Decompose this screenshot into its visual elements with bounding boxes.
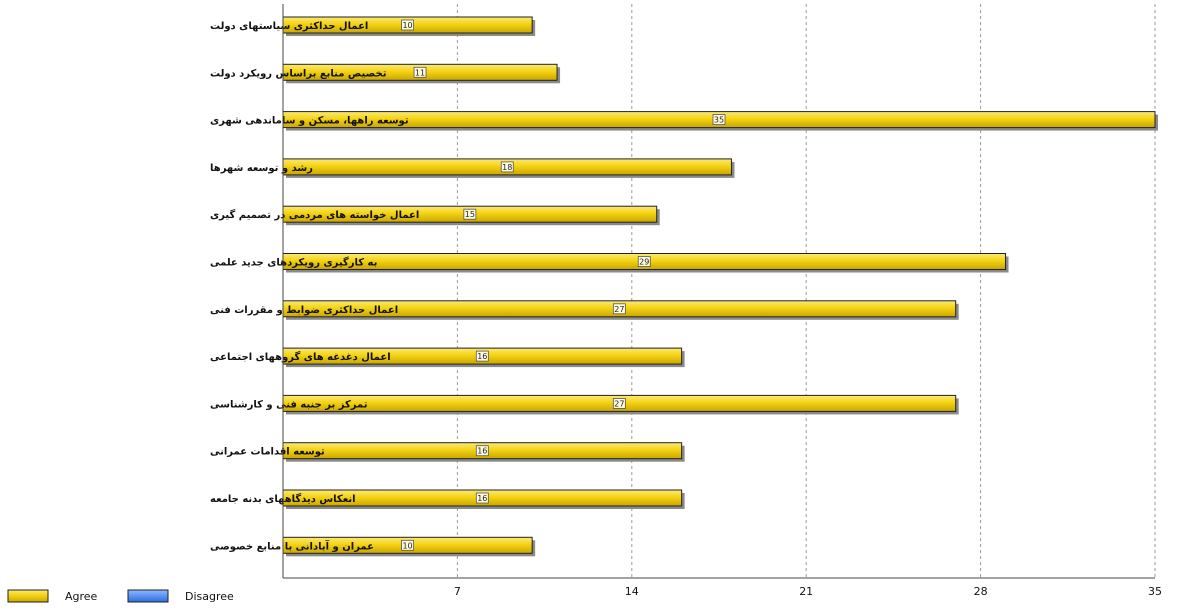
data-label-box xyxy=(475,492,489,504)
category-label: تخصیص منابع براساس رویکرد دولت xyxy=(210,68,387,79)
x-tick-label: 21 xyxy=(799,585,813,598)
data-label: 11 xyxy=(415,68,425,77)
x-tick-label: 14 xyxy=(625,585,639,598)
category-label: اعمال حداکثری ضوابط و مقررات فنی xyxy=(210,305,398,316)
x-tick-label: 7 xyxy=(454,585,461,598)
category-labels: اعمال حداکثری سیاستهای دولت تخصیص منابع ب… xyxy=(210,21,419,552)
category-label: به کارگیری رویکردهای جدید علمی xyxy=(210,256,377,269)
category-label: عمران و آبادانی با منابع خصوصی xyxy=(210,539,374,552)
data-label-box xyxy=(612,303,626,315)
data-label: 35 xyxy=(714,116,724,125)
legend-label: Agree xyxy=(65,590,98,603)
category-label: تمرکز بر جنبه فنی و کارشناسی xyxy=(210,399,368,410)
category-label: توسعه راهها، مسکن و ساماندهی شهری xyxy=(210,116,409,127)
data-label-box xyxy=(475,445,489,457)
data-label: 16 xyxy=(477,352,487,361)
category-label: اعمال دغدغه های گروههای اجتماعی xyxy=(210,350,391,363)
data-label-box xyxy=(637,256,651,267)
data-label-box xyxy=(401,539,414,551)
data-label-box xyxy=(475,350,489,362)
legend: Agree Disagree xyxy=(7,589,234,603)
data-label: 16 xyxy=(477,447,487,456)
data-label: 18 xyxy=(502,163,512,172)
data-label-box xyxy=(612,397,626,409)
data-label: 16 xyxy=(477,494,487,503)
category-label: رشد و توسعه شهرها xyxy=(210,163,313,174)
data-label: 27 xyxy=(614,305,624,314)
category-label: اعمال حداکثری سیاستهای دولت xyxy=(210,21,368,32)
legend-swatch xyxy=(7,589,49,603)
legend-label: Disagree xyxy=(185,590,234,603)
bars: 10 11 35 18 15 29 27 16 27 16 16 10 xyxy=(282,16,1158,557)
data-label-box xyxy=(712,114,726,125)
data-label: 15 xyxy=(465,210,475,219)
category-label: توسعه اقدامات عمرانی xyxy=(210,447,325,458)
data-label: 10 xyxy=(402,21,412,30)
legend-swatch xyxy=(127,589,169,603)
data-label-box xyxy=(413,66,427,78)
data-label: 10 xyxy=(402,541,412,550)
data-label: 27 xyxy=(614,399,624,408)
data-label-box xyxy=(500,161,514,173)
x-tick-label: 28 xyxy=(974,585,988,598)
data-label: 29 xyxy=(639,258,649,267)
x-tick-label: 35 xyxy=(1148,585,1162,598)
category-label: اعمال خواسته های مردمی در تصمیم گیری xyxy=(210,208,419,221)
data-label-box xyxy=(463,208,477,220)
x-axis: 7 14 21 28 35 xyxy=(282,4,1162,598)
data-label-box xyxy=(401,19,414,31)
